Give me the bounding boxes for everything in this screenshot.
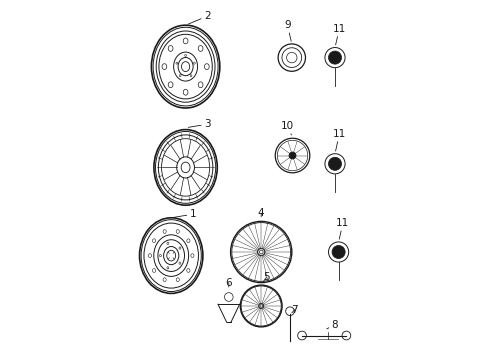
Circle shape	[259, 250, 263, 254]
Ellipse shape	[148, 254, 151, 257]
Ellipse shape	[191, 254, 194, 257]
Circle shape	[328, 51, 342, 64]
Ellipse shape	[176, 62, 178, 64]
Circle shape	[332, 246, 345, 258]
Ellipse shape	[198, 46, 203, 51]
Ellipse shape	[183, 89, 188, 95]
Ellipse shape	[179, 262, 181, 264]
Ellipse shape	[167, 267, 169, 269]
Text: 11: 11	[336, 218, 349, 239]
Ellipse shape	[159, 255, 161, 257]
Ellipse shape	[152, 269, 156, 273]
Text: 1: 1	[174, 209, 196, 219]
Text: 9: 9	[284, 20, 291, 41]
Text: 4: 4	[258, 208, 265, 218]
Text: 2: 2	[188, 11, 211, 24]
Ellipse shape	[168, 82, 173, 87]
Text: 8: 8	[327, 320, 338, 330]
Text: 6: 6	[225, 278, 232, 288]
Ellipse shape	[179, 75, 181, 77]
Ellipse shape	[190, 75, 192, 77]
Circle shape	[328, 157, 342, 170]
Ellipse shape	[162, 64, 167, 69]
Ellipse shape	[185, 54, 187, 57]
Circle shape	[260, 305, 263, 307]
Ellipse shape	[152, 239, 156, 243]
Ellipse shape	[204, 64, 209, 69]
Text: 5: 5	[263, 272, 270, 282]
Circle shape	[289, 152, 296, 159]
Ellipse shape	[194, 62, 195, 64]
Text: 3: 3	[188, 119, 211, 129]
Ellipse shape	[187, 239, 190, 243]
Ellipse shape	[179, 247, 181, 249]
Ellipse shape	[183, 38, 188, 44]
Text: 7: 7	[292, 305, 298, 315]
Ellipse shape	[176, 230, 179, 233]
Ellipse shape	[198, 82, 203, 87]
Text: 10: 10	[281, 121, 294, 135]
Ellipse shape	[163, 278, 166, 282]
Ellipse shape	[163, 230, 166, 233]
Ellipse shape	[168, 46, 173, 51]
Ellipse shape	[176, 278, 179, 282]
Text: 11: 11	[333, 129, 346, 151]
Circle shape	[287, 53, 297, 63]
Text: 11: 11	[333, 24, 346, 45]
Ellipse shape	[167, 242, 169, 244]
Ellipse shape	[187, 269, 190, 273]
